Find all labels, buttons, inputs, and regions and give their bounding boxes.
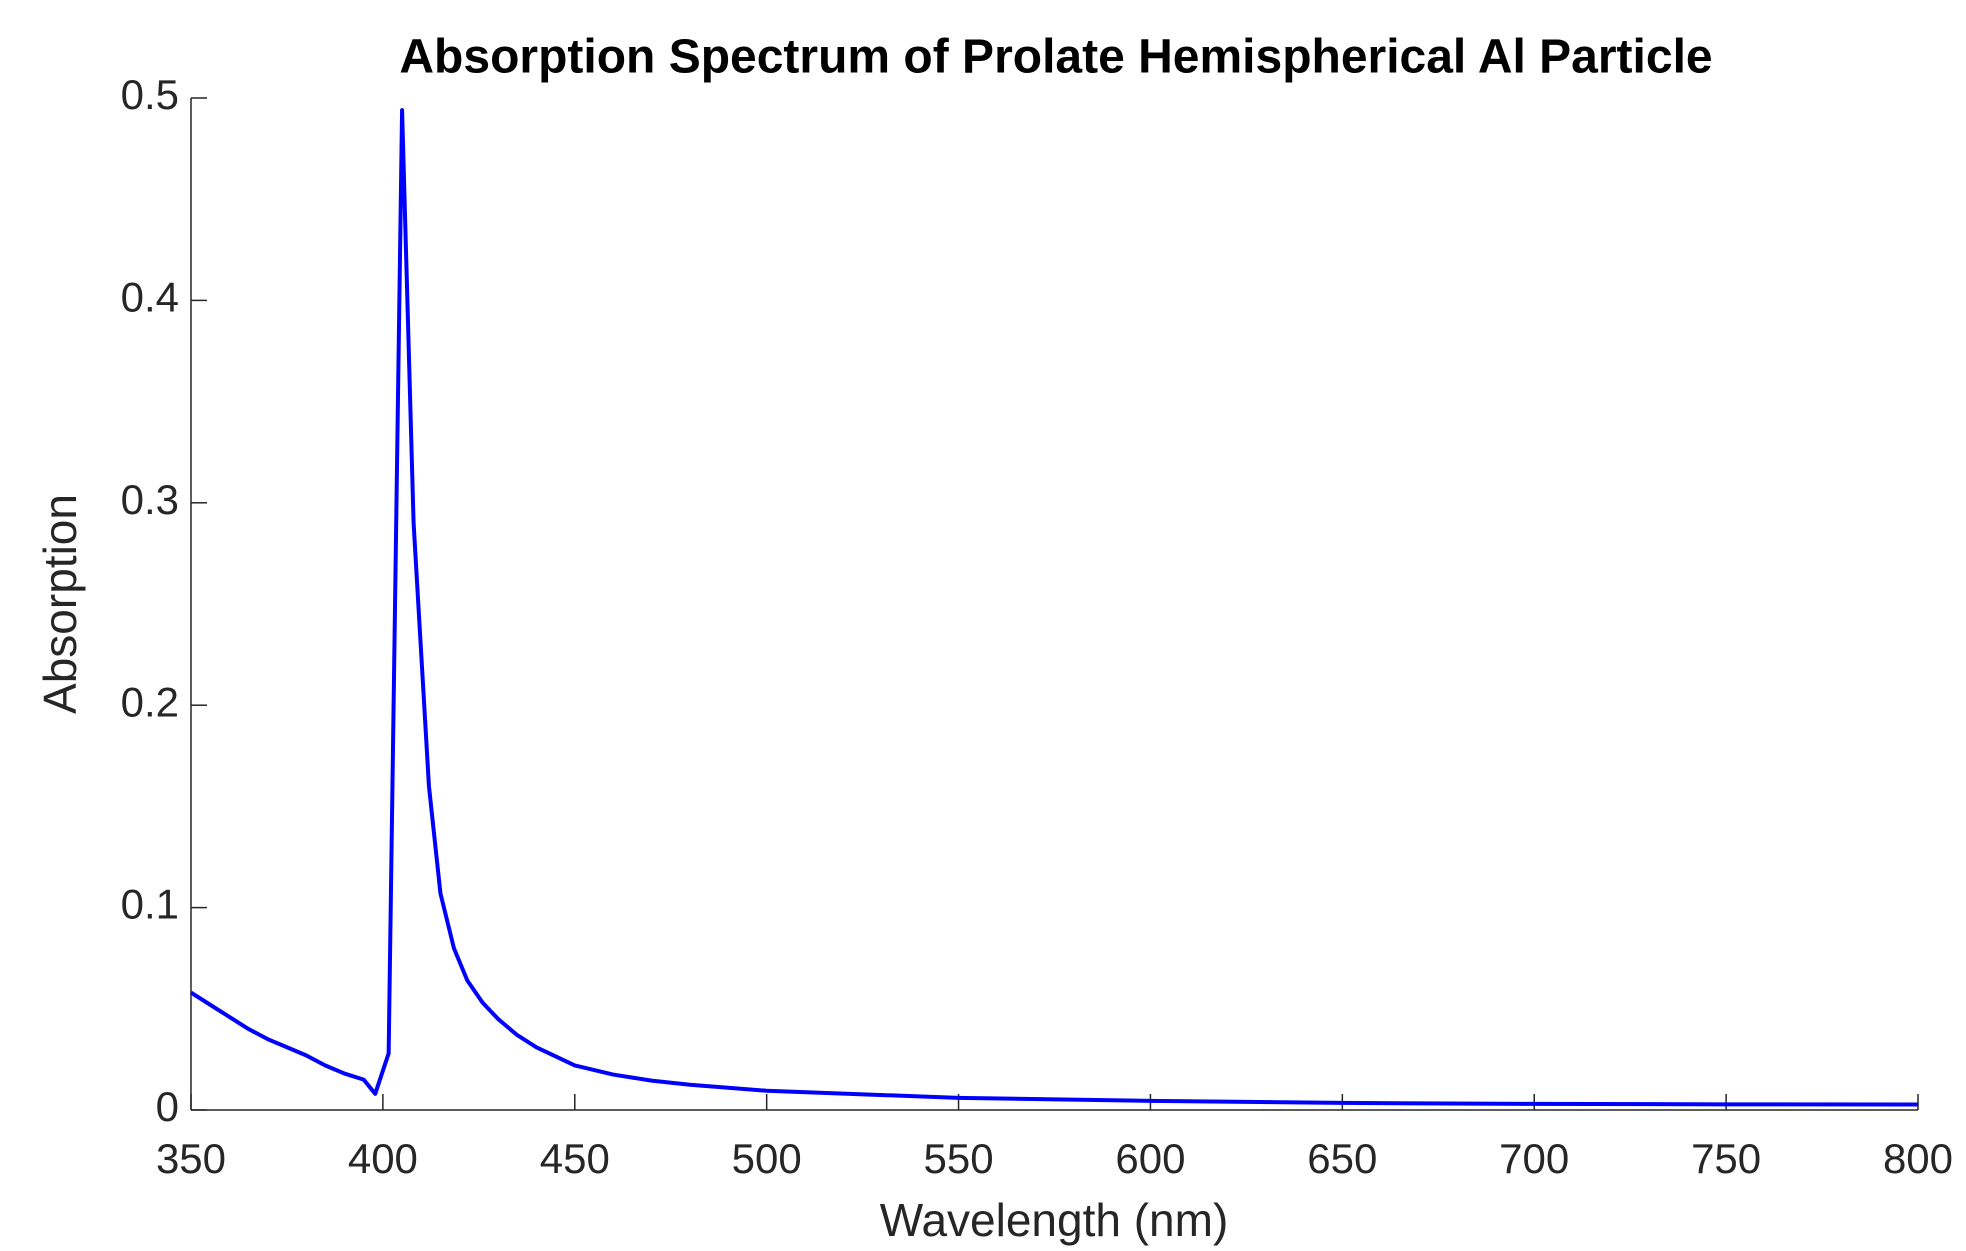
y-tick-label: 0.1: [121, 881, 179, 928]
x-tick-label: 700: [1499, 1135, 1569, 1182]
y-tick-label: 0.2: [121, 678, 179, 725]
x-axis-label: Wavelength (nm): [880, 1194, 1229, 1246]
x-tick-label: 500: [732, 1135, 802, 1182]
x-tick-label: 600: [1115, 1135, 1185, 1182]
x-tick-label: 400: [348, 1135, 418, 1182]
x-tick-label: 450: [540, 1135, 610, 1182]
x-tick-label: 350: [156, 1135, 226, 1182]
y-tick-label: 0: [156, 1083, 179, 1130]
x-tick-label: 550: [924, 1135, 994, 1182]
x-tick-label: 650: [1307, 1135, 1377, 1182]
x-tick-label: 800: [1883, 1135, 1953, 1182]
y-tick-label: 0.4: [121, 273, 179, 320]
y-tick-label: 0.3: [121, 476, 179, 523]
y-tick-label: 0.5: [121, 71, 179, 118]
y-axis-label: Absorption: [34, 494, 86, 714]
x-tick-label: 750: [1691, 1135, 1761, 1182]
data-line: [189, 108, 1919, 1107]
chart-title: Absorption Spectrum of Prolate Hemispher…: [399, 31, 1712, 84]
